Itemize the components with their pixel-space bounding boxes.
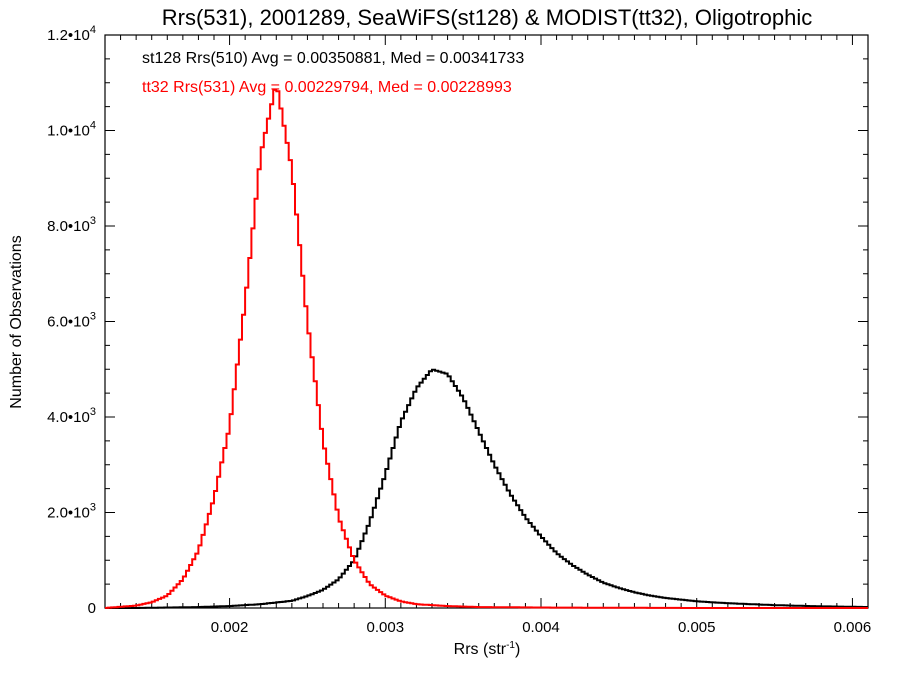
- series-layer: [105, 88, 868, 609]
- y-tick-label: 0: [88, 600, 96, 617]
- x-tick-label: 0.003: [367, 619, 405, 636]
- y-axis-label: Number of Observations: [8, 235, 25, 408]
- y-tick-label: 4.0•103: [47, 406, 96, 426]
- y-tick-label: 8.0•103: [47, 215, 96, 235]
- y-tick-label: 1.0•104: [47, 120, 96, 140]
- series-tt32-line: [105, 88, 868, 609]
- x-tick-label: 0.002: [211, 619, 249, 636]
- x-axis-label-base: Rrs (str: [454, 641, 507, 658]
- chart-title: Rrs(531), 2001289, SeaWiFS(st128) & MODI…: [162, 5, 812, 30]
- x-axis-label: Rrs (str-1): [454, 640, 521, 658]
- x-tick-label: 0.006: [834, 619, 872, 636]
- annotation-tt32: tt32 Rrs(531) Avg = 0.00229794, Med = 0.…: [142, 79, 512, 96]
- plot-frame: [104, 34, 869, 609]
- y-tick-label: 2.0•103: [47, 502, 96, 522]
- x-tick-label: 0.004: [522, 619, 560, 636]
- y-tick-label: 6.0•103: [47, 311, 96, 331]
- x-axis-label-exponent: -1: [506, 640, 515, 651]
- series-st128-line: [105, 368, 868, 609]
- y-axis-ticks: 0 2.0•103 4.0•103 6.0•103 8.0•103 1.0•104 1.2•…: [47, 24, 868, 617]
- annotation-st128: st128 Rrs(510) Avg = 0.00350881, Med = 0…: [142, 50, 524, 67]
- x-axis-ticks: 0.002 0.003 0.004 0.005 0.006: [120, 35, 872, 636]
- y-tick-label: 1.2•104: [47, 24, 96, 44]
- x-axis-label-close: ): [515, 641, 520, 658]
- x-tick-label: 0.005: [678, 619, 716, 636]
